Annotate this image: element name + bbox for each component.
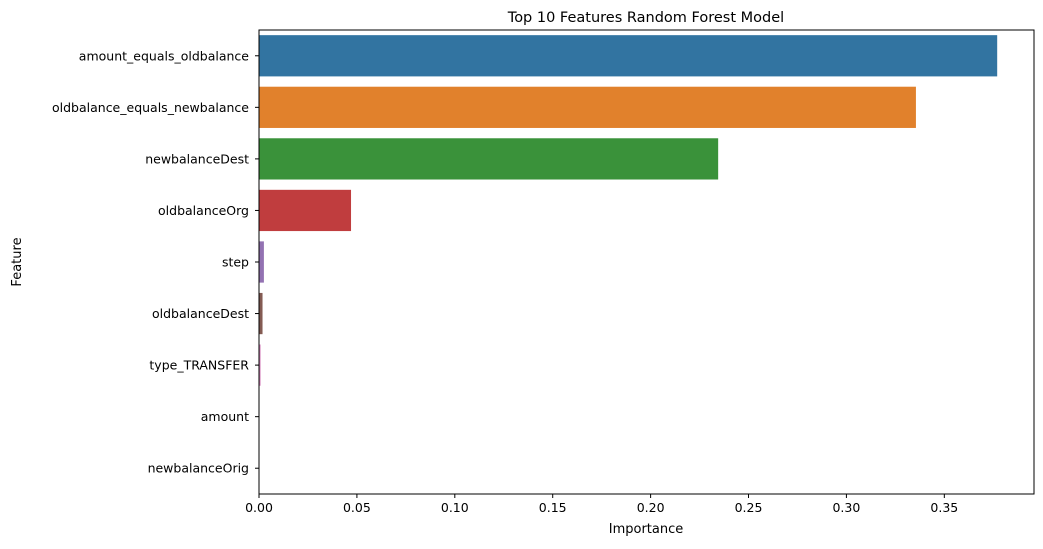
bars-layer [259, 35, 997, 437]
bar-oldbalance_equals_newbalance [259, 87, 916, 128]
y-tick-label: amount [201, 409, 249, 424]
x-axis: 0.00 0.05 0.10 0.15 0.20 0.25 0.30 0.35 [245, 494, 958, 515]
y-tick-label: newbalanceOrig [148, 461, 249, 476]
x-tick-label: 0.30 [832, 500, 860, 515]
bar-oldbalanceDest [259, 293, 263, 334]
y-tick-label: amount_equals_oldbalance [79, 48, 250, 63]
x-tick-label: 0.35 [930, 500, 958, 515]
y-axis: amount_equals_oldbalance oldbalance_equal… [52, 48, 259, 475]
bar-amount_equals_oldbalance [259, 35, 997, 76]
y-tick-label: oldbalanceDest [152, 306, 249, 321]
x-tick-label: 0.00 [245, 500, 273, 515]
y-tick-label: type_TRANSFER [149, 358, 249, 373]
y-tick-label: newbalanceDest [145, 151, 249, 166]
y-tick-label: oldbalanceOrg [158, 203, 249, 218]
bar-step [259, 241, 264, 282]
y-tick-label: step [222, 255, 249, 270]
bar-newbalanceDest [259, 138, 718, 179]
y-tick-label: oldbalance_equals_newbalance [52, 100, 249, 115]
x-tick-label: 0.20 [637, 500, 665, 515]
chart-title: Top 10 Features Random Forest Model [507, 10, 784, 26]
x-tick-label: 0.05 [343, 500, 371, 515]
x-tick-label: 0.10 [441, 500, 469, 515]
x-tick-label: 0.25 [735, 500, 763, 515]
x-tick-label: 0.15 [539, 500, 567, 515]
x-axis-label: Importance [609, 522, 684, 537]
bar-oldbalanceOrg [259, 190, 351, 231]
y-axis-label: Feature [10, 237, 25, 286]
